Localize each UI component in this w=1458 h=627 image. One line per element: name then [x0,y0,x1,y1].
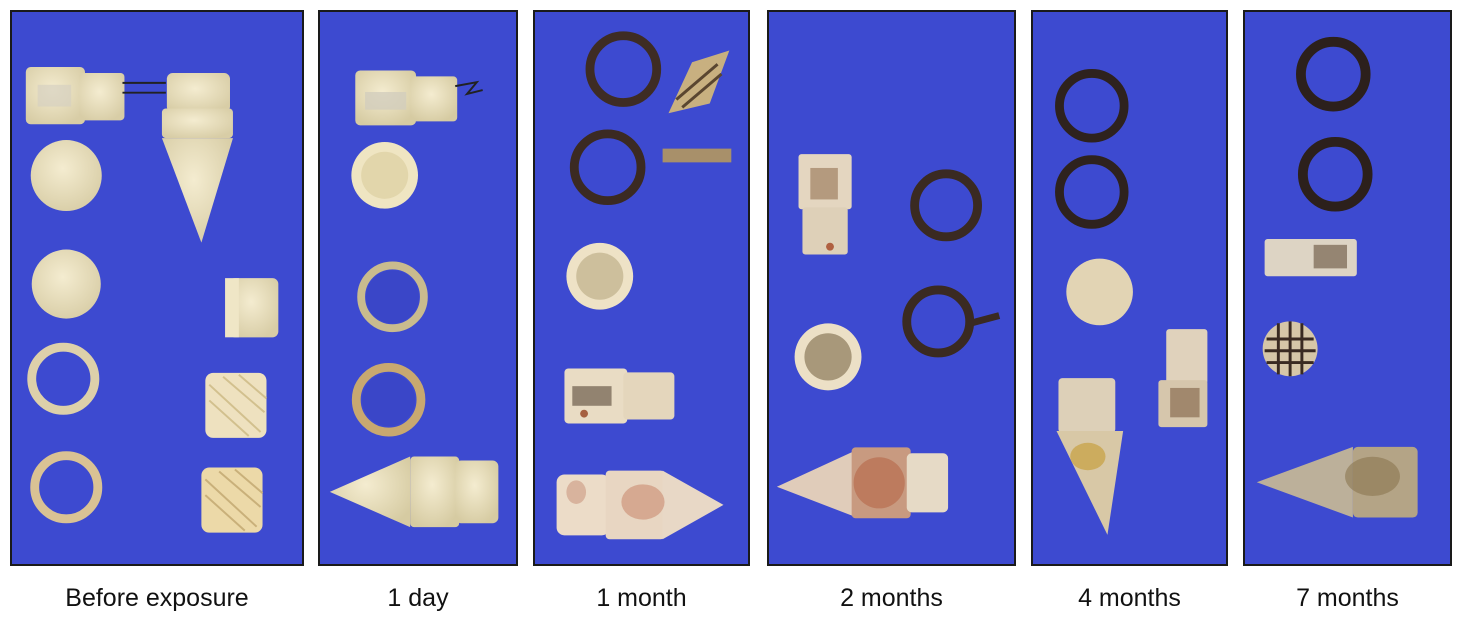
specimen-cone [776,447,949,519]
photo-4-months [1055,69,1208,535]
caption-2-months: 2 months [840,584,943,612]
specimen-holder [1264,238,1357,277]
panel-4-months [1031,10,1228,566]
specimen-cap [225,278,279,338]
specimen-ring-corroded [1297,136,1373,212]
specimen-cone [1256,446,1418,518]
caption-1-day: 1 day [387,584,449,612]
specimen-holder [564,368,675,424]
specimen-cap [794,323,862,391]
panel-before-exposure [10,10,304,566]
specimen-cone [329,456,499,528]
specimen-ring-corroded [902,285,1001,358]
specimen-holder [25,67,166,125]
specimen-ring [351,362,426,437]
specimen-holder [1158,329,1208,428]
specimen-ring-corroded [1055,69,1129,143]
specimen-cap [351,141,418,209]
specimen-holder [355,70,483,126]
specimen-cap [566,242,634,310]
specimen-ring-corroded [569,129,646,206]
specimen-ring-corroded [1055,155,1129,229]
specimen-ring-corroded [585,31,662,107]
caption-7-months: 7 months [1296,584,1399,612]
specimen-cylinder [205,372,268,438]
specimen-mesh [1262,321,1318,377]
specimen-ring [27,342,100,415]
specimen-holder [798,154,852,255]
panel-2-months [767,10,1016,566]
specimen-cone-tip [30,140,102,212]
specimen-ring [30,451,103,524]
specimen-ring [357,261,428,333]
specimen-disc [1066,258,1133,326]
panel-1-day [318,10,518,566]
caption-before-exposure: Before exposure [65,584,249,612]
specimen-cone [161,72,233,243]
caption-4-months: 4 months [1078,584,1181,612]
photo-1-month [556,31,732,540]
specimen-disc [31,249,101,319]
panel-7-months [1243,10,1452,566]
specimen-cylinder [201,467,264,533]
specimen-fragment [662,148,732,163]
specimen-ring-corroded [910,169,983,242]
panel-1-month [533,10,750,566]
specimen-cone [1056,378,1124,535]
photo-1-day [329,70,499,528]
specimen-ring-corroded [1296,36,1371,112]
photo-7-months [1256,36,1418,518]
photo-before-exposure [25,67,279,533]
photo-2-months [776,154,1001,519]
specimen-cone [556,470,724,540]
caption-1-month: 1 month [596,584,687,612]
